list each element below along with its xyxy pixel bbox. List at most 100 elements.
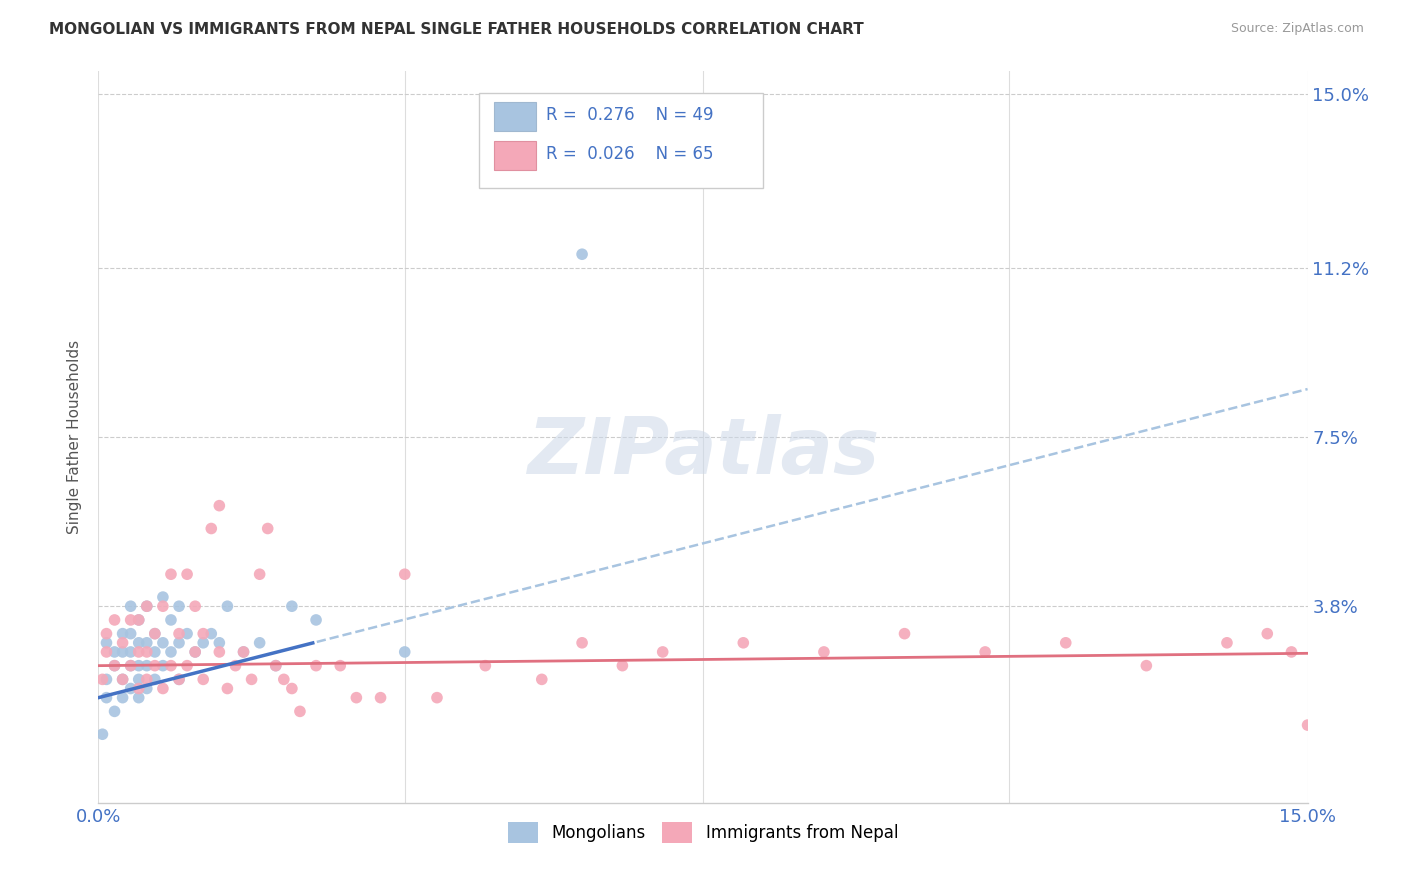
Point [1312, 690, 1334, 705]
Point [111, 673, 134, 687]
Point [256, 521, 278, 535]
Point [96, 626, 118, 640]
Point [143, 626, 166, 640]
Point [167, 673, 190, 687]
Point [120, 613, 142, 627]
Point [96, 673, 118, 687]
Point [217, 681, 239, 696]
Point [184, 645, 207, 659]
Point [264, 658, 287, 673]
Point [974, 645, 997, 659]
Point [1054, 636, 1077, 650]
Point [111, 673, 134, 687]
Point [128, 690, 150, 705]
Point [152, 599, 174, 614]
FancyBboxPatch shape [494, 141, 536, 170]
Point [1216, 636, 1239, 650]
Point [571, 636, 593, 650]
Point [281, 599, 304, 614]
Point [96, 636, 118, 650]
Point [232, 645, 254, 659]
Text: MONGOLIAN VS IMMIGRANTS FROM NEPAL SINGLE FATHER HOUSEHOLDS CORRELATION CHART: MONGOLIAN VS IMMIGRANTS FROM NEPAL SINGL… [49, 22, 863, 37]
Point [224, 658, 246, 673]
Point [893, 626, 915, 640]
Point [143, 645, 166, 659]
Point [208, 499, 231, 513]
Point [184, 599, 207, 614]
Text: ZIPatlas: ZIPatlas [527, 414, 879, 490]
Point [120, 599, 142, 614]
Point [91, 673, 114, 687]
Point [103, 705, 125, 719]
Text: Source: ZipAtlas.com: Source: ZipAtlas.com [1230, 22, 1364, 36]
Point [160, 645, 183, 659]
Point [193, 673, 215, 687]
Point [160, 567, 183, 582]
Point [111, 636, 134, 650]
Point [571, 247, 593, 261]
Point [111, 626, 134, 640]
Point [200, 626, 222, 640]
Point [474, 658, 496, 673]
Point [240, 673, 263, 687]
Point [1305, 658, 1327, 673]
Point [96, 645, 118, 659]
Point [111, 645, 134, 659]
Point [208, 636, 231, 650]
Legend: Mongolians, Immigrants from Nepal: Mongolians, Immigrants from Nepal [502, 815, 904, 849]
Point [135, 673, 157, 687]
Point [281, 681, 304, 696]
Point [1256, 626, 1278, 640]
Point [143, 626, 166, 640]
Text: R =  0.026    N = 65: R = 0.026 N = 65 [546, 145, 713, 163]
Point [733, 636, 755, 650]
Point [111, 690, 134, 705]
Point [249, 567, 271, 582]
Point [232, 645, 254, 659]
Point [120, 658, 142, 673]
Point [651, 645, 673, 659]
Point [152, 681, 174, 696]
Point [135, 636, 157, 650]
FancyBboxPatch shape [479, 94, 763, 188]
Point [1296, 718, 1319, 732]
Point [1135, 658, 1157, 673]
Point [143, 673, 166, 687]
Point [813, 645, 835, 659]
Y-axis label: Single Father Households: Single Father Households [67, 340, 83, 534]
Point [344, 690, 367, 705]
Point [152, 636, 174, 650]
FancyBboxPatch shape [494, 102, 536, 131]
Point [160, 613, 183, 627]
Point [152, 590, 174, 604]
Point [167, 626, 190, 640]
Point [128, 613, 150, 627]
Point [193, 636, 215, 650]
Point [120, 658, 142, 673]
Point [128, 645, 150, 659]
Point [128, 658, 150, 673]
Point [120, 645, 142, 659]
Point [103, 613, 125, 627]
Point [329, 658, 352, 673]
Point [426, 690, 449, 705]
Point [176, 658, 198, 673]
Point [135, 681, 157, 696]
Point [128, 636, 150, 650]
Point [394, 645, 416, 659]
Point [305, 658, 328, 673]
Point [143, 658, 166, 673]
Text: R =  0.276    N = 49: R = 0.276 N = 49 [546, 106, 713, 124]
Point [176, 626, 198, 640]
Point [249, 636, 271, 650]
Point [103, 658, 125, 673]
Point [128, 613, 150, 627]
Point [135, 599, 157, 614]
Point [288, 705, 311, 719]
Point [217, 599, 239, 614]
Point [305, 613, 328, 627]
Point [135, 645, 157, 659]
Point [128, 681, 150, 696]
Point [612, 658, 634, 673]
Point [193, 626, 215, 640]
